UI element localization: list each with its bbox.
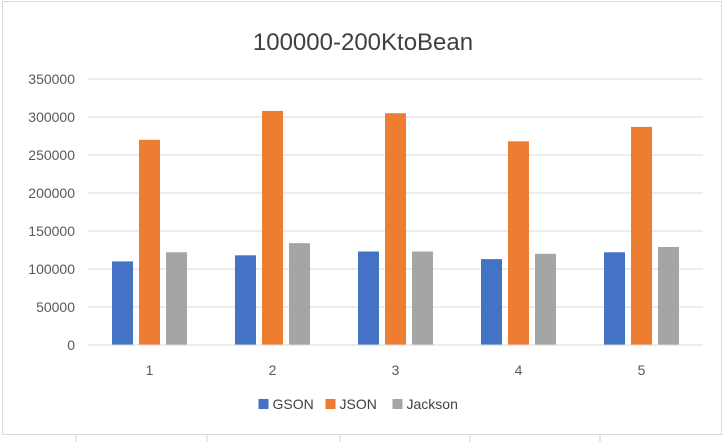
legend-label-gson: GSON xyxy=(273,396,314,412)
bar-gson-3[interactable] xyxy=(358,251,379,345)
x-tick-label: 2 xyxy=(269,362,277,378)
bar-gson-5[interactable] xyxy=(604,252,625,345)
bar-json-2[interactable] xyxy=(262,110,283,345)
bar-gson-2[interactable] xyxy=(235,255,256,345)
bar-jackson-2[interactable] xyxy=(289,243,310,345)
bar-chart: 100000-200KtoBean 0 50000 100000 150000 2000… xyxy=(28,29,703,412)
bar-jackson-1[interactable] xyxy=(166,252,187,345)
y-tick-label: 0 xyxy=(67,337,75,353)
legend[interactable]: GSON JSON Jackson xyxy=(258,396,458,412)
y-axis-ticks: 0 50000 100000 150000 200000 250000 300000 3500… xyxy=(28,71,75,353)
x-tick-label: 4 xyxy=(515,362,523,378)
y-tick-label: 350000 xyxy=(28,71,75,87)
y-tick-label: 150000 xyxy=(28,223,75,239)
chart-title: 100000-200KtoBean xyxy=(253,29,473,56)
y-tick-label: 50000 xyxy=(36,299,75,315)
legend-label-jackson: Jackson xyxy=(407,396,458,412)
legend-swatch-jackson xyxy=(392,399,403,409)
y-tick-label: 200000 xyxy=(28,185,75,201)
x-tick-label: 5 xyxy=(638,362,646,378)
y-tick-label: 100000 xyxy=(28,261,75,277)
bar-gson-1[interactable] xyxy=(112,261,133,345)
x-axis-ticks: 1 2 3 4 5 xyxy=(146,362,646,378)
bar-jackson-5[interactable] xyxy=(658,246,679,345)
bar-json-1[interactable] xyxy=(139,139,160,345)
bar-jackson-4[interactable] xyxy=(535,253,556,345)
bar-json-5[interactable] xyxy=(631,126,652,345)
bars xyxy=(112,110,679,345)
chart-area[interactable]: 100000-200KtoBean 0 50000 100000 150000 2000… xyxy=(2,1,722,435)
bar-jackson-3[interactable] xyxy=(412,251,433,345)
bar-gson-4[interactable] xyxy=(481,259,502,345)
legend-label-json: JSON xyxy=(340,396,377,412)
y-tick-label: 250000 xyxy=(28,147,75,163)
bar-json-3[interactable] xyxy=(385,113,406,345)
legend-swatch-gson xyxy=(258,399,269,409)
bar-json-4[interactable] xyxy=(508,141,529,345)
legend-swatch-json xyxy=(325,399,336,409)
x-tick-label: 1 xyxy=(146,362,154,378)
y-tick-label: 300000 xyxy=(28,109,75,125)
x-tick-label: 3 xyxy=(392,362,400,378)
